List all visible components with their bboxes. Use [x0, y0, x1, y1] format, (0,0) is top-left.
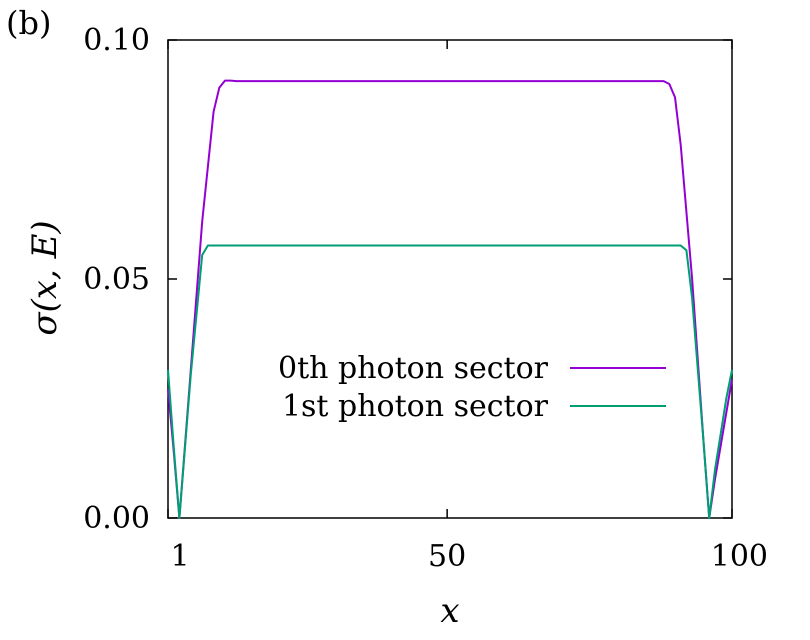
y-tick-labels: 0.00 0.05 0.10	[83, 23, 150, 536]
plot-frame	[167, 39, 733, 519]
y-tick-label: 0.10	[83, 23, 150, 58]
x-tick-label: 50	[428, 539, 466, 574]
legend-label-0: 0th photon sector	[278, 351, 549, 386]
series-line-0	[167, 79, 733, 519]
legend-label-1: 1st photon sector	[282, 389, 549, 424]
y-axis-label: σ(x, E)	[25, 220, 65, 335]
series-line-1	[167, 244, 733, 519]
panel-label: (b)	[6, 4, 51, 42]
axis-ticks	[167, 39, 733, 519]
x-tick-label: 1	[170, 539, 189, 574]
x-axis-label: x	[440, 591, 459, 631]
y-tick-label: 0.00	[83, 501, 150, 536]
x-tick-labels: 1 50 100	[170, 539, 768, 574]
y-tick-label: 0.05	[83, 262, 150, 297]
series-group	[167, 79, 733, 519]
x-tick-label: 100	[711, 539, 768, 574]
